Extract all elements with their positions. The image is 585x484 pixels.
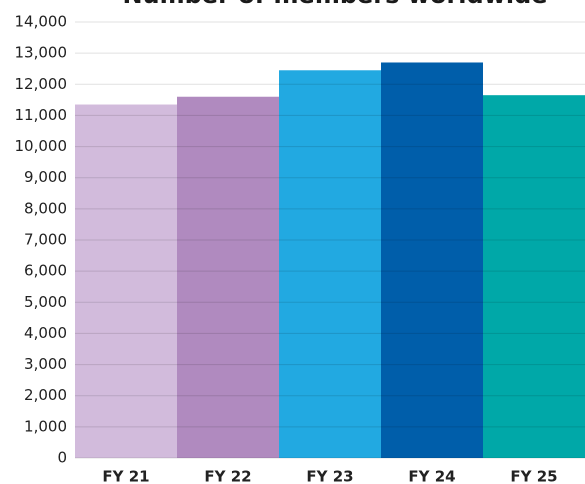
y-tick-label: 6,000 (24, 262, 67, 280)
bar (381, 62, 483, 458)
y-tick-label: 2,000 (24, 386, 67, 404)
y-tick-label: 7,000 (24, 231, 67, 249)
x-tick-label: FY 21 (102, 468, 149, 484)
y-tick-label: 14,000 (15, 13, 68, 31)
x-tick-label: FY 24 (408, 468, 455, 484)
y-tick-label: 10,000 (15, 137, 68, 155)
y-tick-label: 9,000 (24, 168, 67, 186)
y-tick-label: 1,000 (24, 417, 67, 435)
bar (483, 95, 585, 458)
y-tick-label: 4,000 (24, 324, 67, 342)
y-tick-label: 8,000 (24, 199, 67, 217)
x-tick-label: FY 25 (510, 468, 557, 484)
y-tick-label: 12,000 (15, 75, 68, 93)
bar (177, 96, 279, 458)
y-tick-label: 5,000 (24, 293, 67, 311)
y-tick-label: 3,000 (24, 355, 67, 373)
bar (75, 104, 177, 459)
bar (279, 70, 381, 459)
y-tick-label: 13,000 (15, 44, 68, 62)
y-tick-label: 0 (57, 449, 67, 467)
x-tick-label: FY 23 (306, 468, 353, 484)
chart-title: Number of members worldwide (122, 0, 547, 9)
y-tick-label: 11,000 (15, 106, 68, 124)
x-tick-label: FY 22 (204, 468, 251, 484)
